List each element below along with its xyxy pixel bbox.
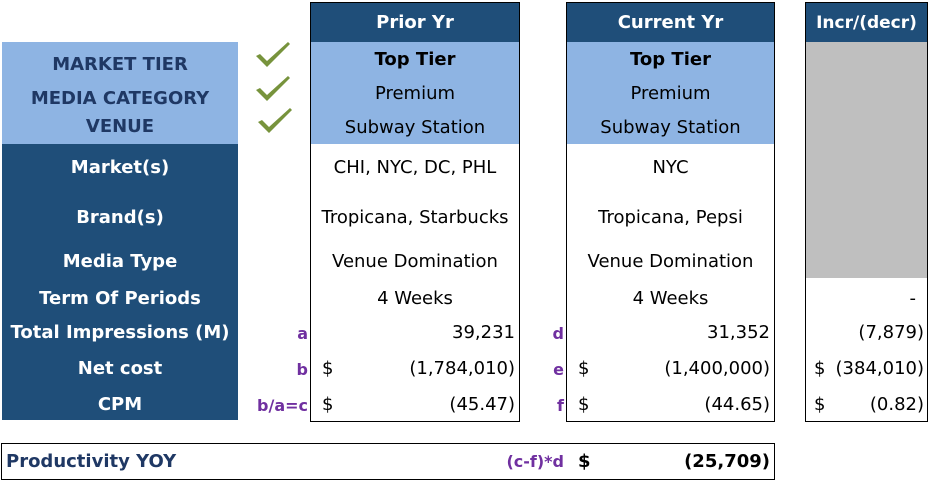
- delta-header: Incr/(decr): [806, 3, 927, 42]
- prior-media-type: Venue Domination: [332, 250, 498, 272]
- current-media-type: Venue Domination: [587, 250, 754, 272]
- current-term: 4 Weeks: [632, 287, 709, 309]
- current-year-column: [566, 2, 775, 422]
- tier-label-panel: [2, 42, 238, 144]
- prior-tier-media: Premium: [374, 82, 456, 104]
- prior-year-header: Prior Yr: [311, 3, 519, 42]
- detail-label-panel: [2, 144, 238, 420]
- productivity-formula: (c-f)*d: [506, 452, 564, 471]
- formula-e: e: [553, 359, 564, 379]
- prior-impressions: 39,231: [452, 321, 515, 343]
- tier-label-media-category: MEDIA CATEGORY: [30, 87, 210, 109]
- tier-label-market-tier: MARKET TIER: [52, 53, 188, 75]
- delta-cpm-currency: $: [814, 393, 826, 415]
- label-impressions: Total Impressions (M): [10, 321, 230, 343]
- current-impressions: 31,352: [707, 321, 770, 343]
- prior-tier-panel: [311, 42, 519, 144]
- label-brands: Brand(s): [76, 206, 164, 228]
- prior-markets: CHI, NYC, DC, PHL: [333, 156, 497, 178]
- productivity-label: Productivity YOY: [6, 451, 177, 472]
- delta-net-cost: (384,010): [835, 357, 924, 379]
- current-cpm: (44.65): [704, 393, 770, 415]
- current-net-cost: (1,400,000): [664, 357, 770, 379]
- prior-cpm: (45.47): [449, 393, 515, 415]
- prior-tier-market: Top Tier: [374, 48, 456, 70]
- current-brands: Tropicana, Pepsi: [598, 206, 743, 228]
- check-icon: [254, 76, 292, 108]
- current-cpm-currency: $: [578, 393, 590, 415]
- current-tier-media: Premium: [630, 82, 711, 104]
- formula-a: a: [297, 323, 308, 343]
- prior-net-cost: (1,784,010): [409, 357, 515, 379]
- label-markets: Market(s): [70, 156, 170, 178]
- prior-net-cost-currency: $: [322, 357, 334, 379]
- current-tier-panel: [567, 42, 774, 144]
- delta-term: -: [909, 287, 917, 309]
- label-term: Term Of Periods: [39, 287, 201, 309]
- current-tier-market: Top Tier: [630, 48, 711, 70]
- tier-label-venue: VENUE: [85, 115, 155, 137]
- delta-column: [805, 2, 928, 422]
- check-icon: [256, 108, 294, 140]
- formula-d: d: [552, 323, 564, 343]
- label-net-cost: Net cost: [77, 357, 163, 379]
- formula-c: b/a=c: [257, 395, 308, 415]
- delta-cpm: (0.82): [869, 393, 924, 415]
- delta-impressions: (7,879): [858, 321, 924, 343]
- productivity-currency: $: [578, 451, 591, 472]
- prior-tier-venue: Subway Station: [344, 116, 486, 138]
- label-media-type: Media Type: [62, 250, 178, 272]
- current-tier-venue: Subway Station: [600, 116, 741, 138]
- formula-f: f: [557, 395, 564, 415]
- current-net-cost-currency: $: [578, 357, 590, 379]
- productivity-row: [1, 443, 775, 480]
- delta-gray-panel: [806, 42, 927, 278]
- prior-brands: Tropicana, Starbucks: [321, 206, 509, 228]
- prior-year-column: [310, 2, 520, 422]
- check-icon: [254, 42, 292, 74]
- delta-net-cost-currency: $: [814, 357, 826, 379]
- label-cpm: CPM: [97, 393, 143, 415]
- productivity-value: (25,709): [684, 451, 770, 472]
- current-markets: NYC: [652, 156, 689, 178]
- current-year-header: Current Yr: [567, 3, 774, 42]
- prior-term: 4 Weeks: [377, 287, 453, 309]
- formula-b: b: [296, 359, 308, 379]
- prior-cpm-currency: $: [322, 393, 334, 415]
